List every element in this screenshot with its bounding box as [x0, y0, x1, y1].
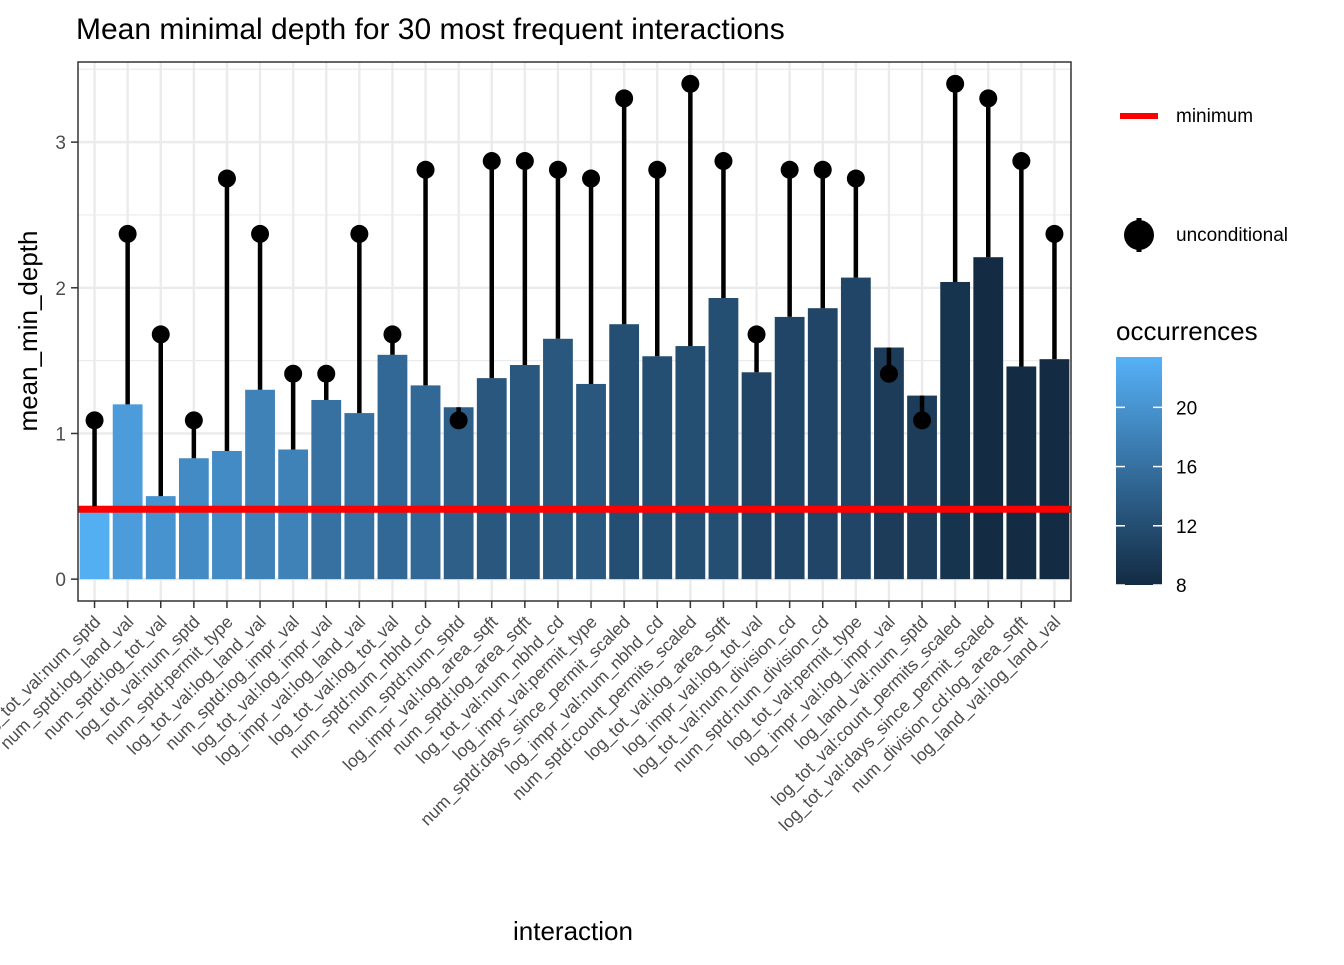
unconditional-point [383, 325, 402, 344]
unconditional-point [317, 364, 336, 383]
colorbar-tick-label: 16 [1176, 458, 1197, 479]
unconditional-point [648, 160, 667, 179]
unconditional-point [118, 224, 137, 243]
bar [874, 347, 904, 580]
y-tick-label: 2 [55, 279, 66, 300]
unconditional-point [284, 364, 303, 383]
bar [212, 450, 242, 580]
unconditional-point [747, 325, 766, 344]
bar [377, 354, 408, 580]
unconditional-point [846, 169, 865, 188]
bar [973, 257, 1004, 580]
plot-area: 0123log_tot_val:num_sptdnum_sptd:log_lan… [0, 61, 1072, 836]
y-axis-label: mean_min_depth [13, 231, 43, 432]
unconditional-point [913, 411, 932, 430]
colorbar-tick-label: 20 [1176, 398, 1197, 419]
unconditional-point [879, 364, 898, 383]
colorbar-title: occurrences [1116, 316, 1258, 346]
bar [708, 297, 739, 580]
unconditional-point [714, 152, 733, 171]
bar [410, 385, 441, 580]
legend-unconditional-label: unconditional [1176, 225, 1288, 246]
unconditional-point [184, 411, 203, 430]
unconditional-point [350, 224, 369, 243]
bar [245, 389, 275, 580]
colorbar-tick-label: 8 [1176, 576, 1187, 597]
unconditional-point [780, 160, 799, 179]
bar [311, 399, 342, 580]
bar [840, 277, 871, 580]
unconditional-point [946, 74, 965, 93]
unconditional-point [85, 411, 104, 430]
bar [741, 372, 772, 580]
unconditional-point [1045, 224, 1064, 243]
bar [940, 281, 971, 580]
unconditional-point [1012, 152, 1031, 171]
unconditional-point [548, 160, 567, 179]
bar [112, 404, 143, 580]
colorbar-tick-label: 12 [1176, 517, 1197, 538]
bar [807, 308, 838, 580]
legend-unconditional-key-point [1124, 220, 1154, 250]
bar [675, 346, 706, 580]
y-tick-label: 1 [55, 424, 66, 445]
bar [178, 458, 209, 580]
unconditional-point [681, 74, 700, 93]
unconditional-point [515, 152, 534, 171]
unconditional-point [582, 169, 601, 188]
x-axis-label: interaction [513, 916, 633, 946]
colorbar-fill [1116, 357, 1162, 585]
y-tick-label: 3 [55, 133, 66, 154]
bar [476, 378, 507, 580]
unconditional-point [251, 224, 270, 243]
legend: minimum unconditional occurrences 8 12 16 2… [1116, 106, 1288, 597]
bar [509, 365, 540, 580]
bar [774, 316, 805, 580]
y-tick-label: 0 [55, 570, 66, 591]
unconditional-point [217, 169, 236, 188]
unconditional-point [813, 160, 832, 179]
bar [344, 413, 375, 580]
legend-minimum-label: minimum [1176, 106, 1253, 127]
unconditional-point [449, 411, 468, 430]
unconditional-point [416, 160, 435, 179]
unconditional-point [151, 325, 170, 344]
colorbar: 8 12 16 20 [1116, 357, 1197, 597]
bar [1006, 366, 1037, 580]
bar [443, 407, 474, 580]
bar [1039, 359, 1070, 580]
unconditional-point [979, 89, 998, 108]
bar [576, 383, 606, 580]
bar [278, 449, 309, 580]
bar [79, 506, 110, 580]
bar [642, 356, 673, 580]
unconditional-point [482, 152, 501, 171]
bar [609, 324, 640, 580]
chart-title: Mean minimal depth for 30 most frequent … [76, 13, 785, 46]
unconditional-point [615, 89, 634, 108]
bar [543, 338, 573, 580]
panel-border [77, 61, 1072, 602]
